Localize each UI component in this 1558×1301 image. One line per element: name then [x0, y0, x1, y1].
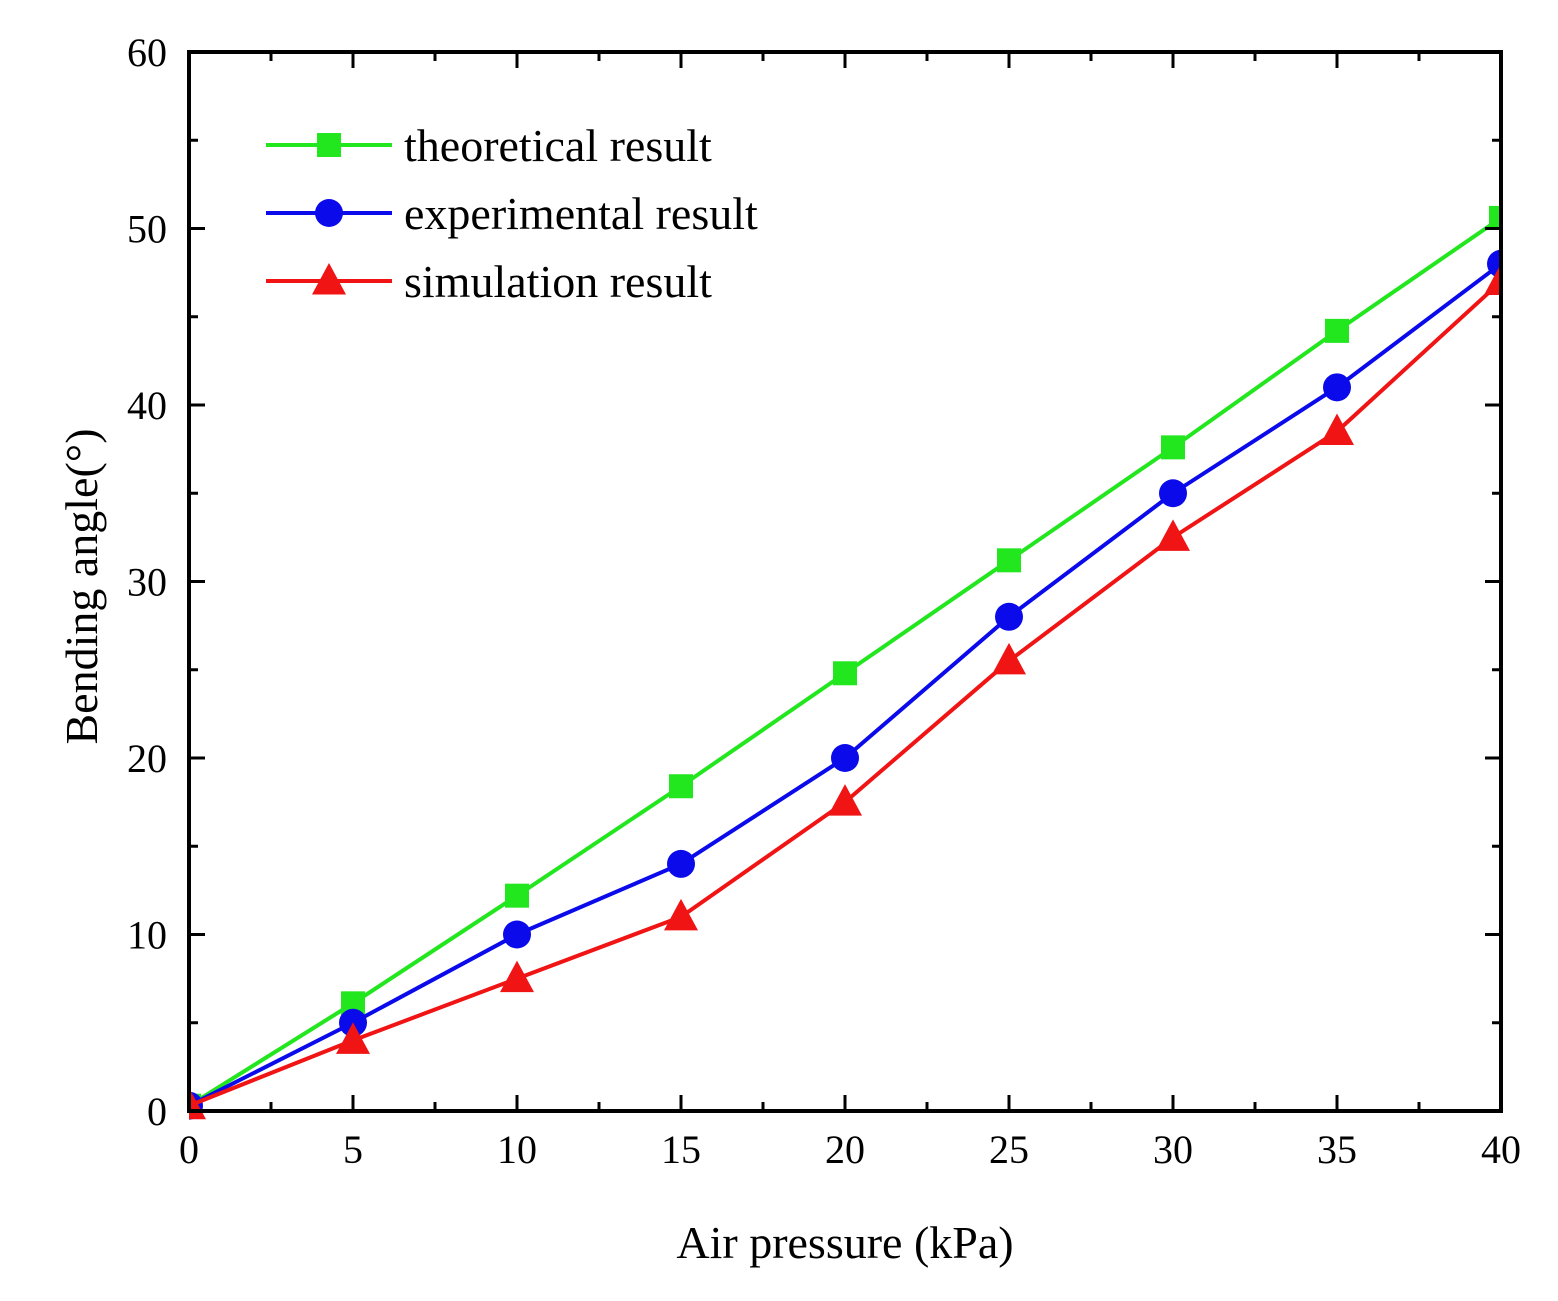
- x-tick-label: 40: [1481, 1127, 1521, 1172]
- data-point: [995, 602, 1023, 631]
- legend-item-simulation-result: simulation result: [266, 256, 712, 307]
- legend-swatch-marker: [317, 133, 341, 157]
- data-point: [1325, 318, 1349, 343]
- x-tick-label: 30: [1153, 1127, 1193, 1172]
- legend-item-experimental-result: experimental result: [266, 188, 758, 239]
- y-tick-label: 40: [127, 383, 167, 428]
- legend-item-theoretical-result: theoretical result: [266, 120, 712, 171]
- data-point: [503, 920, 531, 949]
- data-point: [1484, 263, 1501, 295]
- y-tick-label: 60: [127, 30, 167, 75]
- x-tick-label: 10: [497, 1127, 537, 1172]
- series-theoretical-result: [189, 205, 1501, 1118]
- legend-swatch-marker: [312, 263, 346, 295]
- data-point: [831, 744, 859, 772]
- data-point: [1161, 435, 1185, 460]
- x-tick-label: 25: [989, 1127, 1029, 1172]
- series-layer: [189, 205, 1501, 1120]
- x-axis-title: Air pressure (kPa): [676, 1217, 1013, 1268]
- legend-label: simulation result: [404, 256, 712, 307]
- x-tick-label: 5: [343, 1127, 363, 1172]
- data-point: [669, 774, 693, 799]
- data-point: [992, 642, 1026, 675]
- data-point: [1489, 205, 1501, 230]
- data-point: [833, 661, 857, 686]
- y-tick-label: 0: [147, 1089, 167, 1134]
- legend: theoretical result experimental result sim…: [266, 120, 758, 307]
- y-axis-title: Bending angle(°): [56, 428, 107, 744]
- data-point: [505, 883, 529, 908]
- data-point: [997, 548, 1021, 573]
- x-tick-label: 35: [1317, 1127, 1357, 1172]
- x-tick-label: 15: [661, 1127, 701, 1172]
- legend-label: theoretical result: [404, 120, 712, 171]
- y-tick-label: 30: [127, 560, 167, 605]
- x-tick-label: 0: [179, 1127, 199, 1172]
- data-point: [1323, 373, 1351, 402]
- data-point: [1159, 479, 1187, 508]
- axes: 0 5 10 15 20 25 30 35 40 0 10 20 30 40 50 60: [127, 30, 1521, 1172]
- data-point: [1320, 413, 1354, 445]
- y-tick-label: 20: [127, 736, 167, 781]
- data-point: [336, 1022, 370, 1054]
- data-point: [828, 784, 862, 816]
- series-simulation-result: [189, 263, 1501, 1120]
- data-point: [500, 960, 534, 993]
- y-tick-label: 10: [127, 913, 167, 958]
- legend-swatch-marker: [315, 199, 343, 227]
- data-point: [664, 898, 698, 931]
- legend-label: experimental result: [404, 188, 758, 239]
- x-tick-label: 20: [825, 1127, 865, 1172]
- data-point: [1156, 519, 1190, 551]
- y-tick-label: 50: [127, 207, 167, 252]
- data-point: [667, 849, 695, 878]
- plot-frame: [187, 50, 1503, 1113]
